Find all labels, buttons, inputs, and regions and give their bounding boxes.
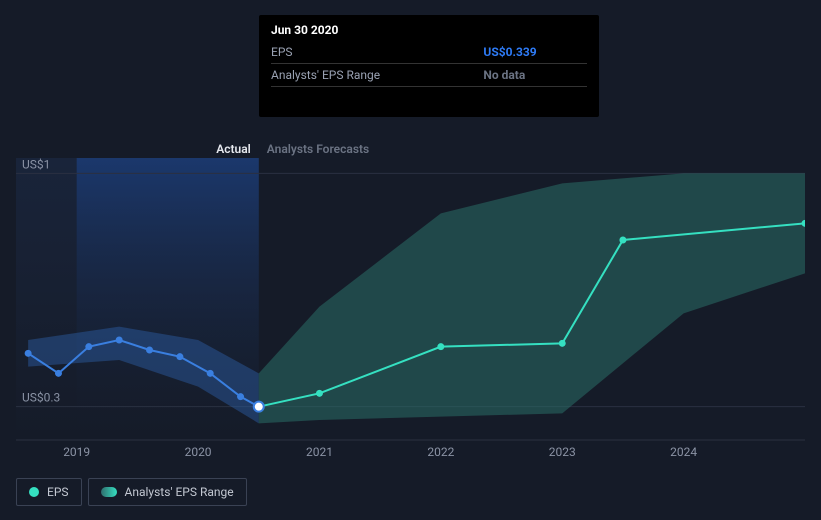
legend-label: Analysts' EPS Range bbox=[125, 485, 234, 499]
svg-text:2022: 2022 bbox=[427, 445, 454, 459]
svg-text:2021: 2021 bbox=[306, 445, 333, 459]
svg-text:2023: 2023 bbox=[549, 445, 576, 459]
svg-text:Analysts Forecasts: Analysts Forecasts bbox=[267, 142, 369, 156]
svg-text:2024: 2024 bbox=[670, 445, 697, 459]
svg-text:US$0.3: US$0.3 bbox=[22, 391, 60, 405]
svg-text:US$1: US$1 bbox=[22, 157, 50, 171]
svg-text:2019: 2019 bbox=[63, 445, 90, 459]
legend-item-eps[interactable]: EPS bbox=[16, 478, 82, 506]
tooltip-date: Jun 30 2020 bbox=[271, 23, 587, 37]
legend-label: EPS bbox=[47, 485, 69, 499]
eps-swatch-icon bbox=[29, 487, 39, 497]
svg-text:2020: 2020 bbox=[185, 445, 212, 459]
chart-legend: EPS Analysts' EPS Range bbox=[16, 478, 247, 506]
svg-text:Actual: Actual bbox=[216, 142, 251, 156]
legend-item-range[interactable]: Analysts' EPS Range bbox=[88, 478, 247, 506]
hover-tooltip: Jun 30 2020 EPSUS$0.339Analysts' EPS Ran… bbox=[259, 15, 599, 117]
range-swatch-icon bbox=[101, 487, 117, 497]
tooltip-table: EPSUS$0.339Analysts' EPS RangeNo data bbox=[271, 41, 587, 109]
